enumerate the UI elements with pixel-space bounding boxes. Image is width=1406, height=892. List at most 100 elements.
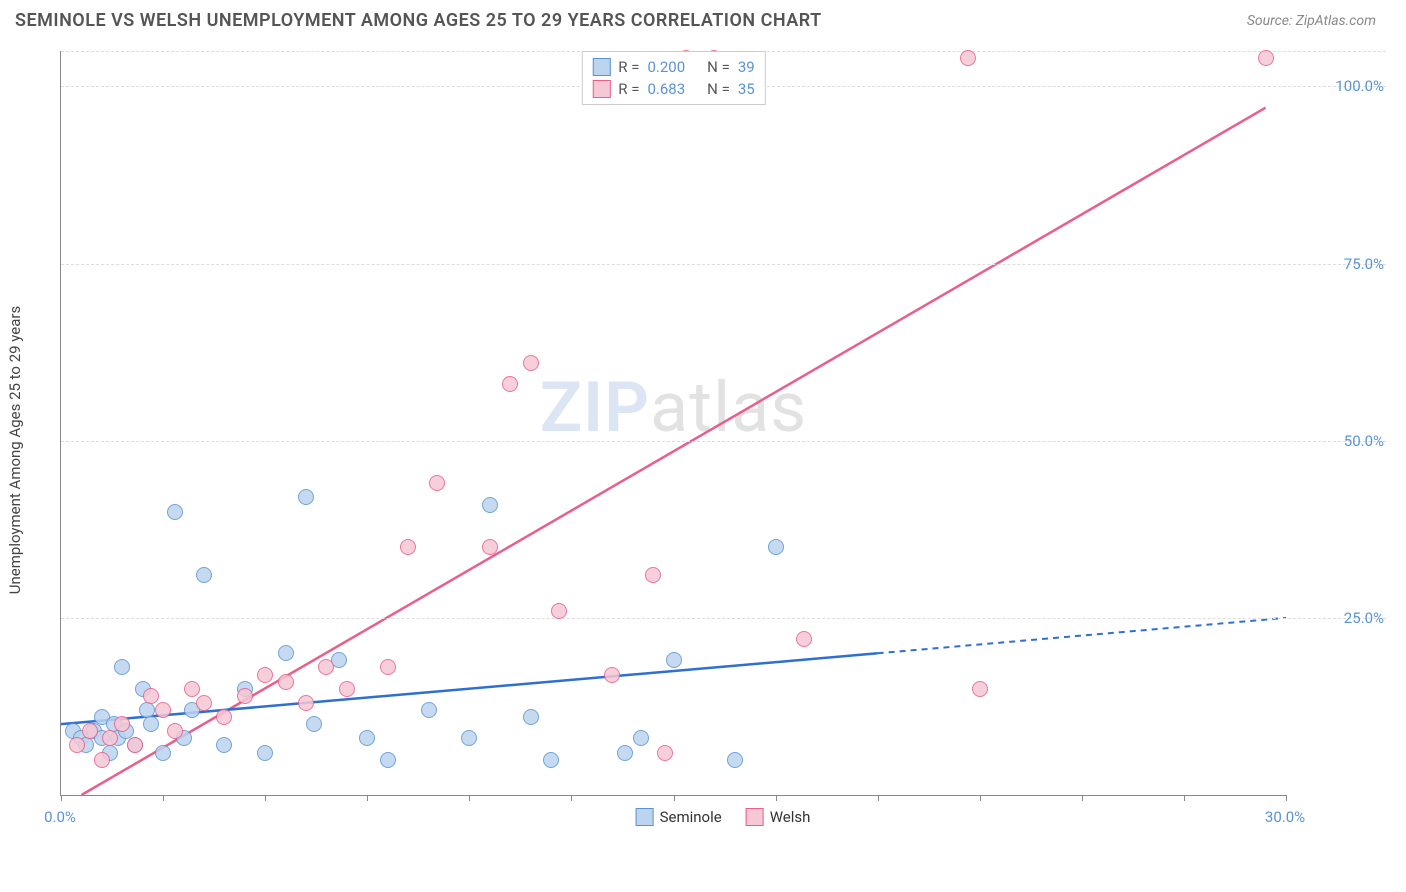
legend-row-welsh: R = 0.683 N = 35 bbox=[592, 78, 754, 100]
watermark: ZIPatlas bbox=[540, 367, 808, 449]
data-point bbox=[551, 603, 567, 619]
data-point bbox=[380, 659, 396, 675]
x-tick bbox=[1082, 795, 1083, 801]
data-point bbox=[216, 709, 232, 725]
data-point bbox=[167, 504, 183, 520]
data-point bbox=[114, 716, 130, 732]
data-point bbox=[127, 737, 143, 753]
data-point bbox=[657, 745, 673, 761]
chart-container: Unemployment Among Ages 25 to 29 years Z… bbox=[50, 36, 1396, 846]
swatch-seminole-bottom bbox=[636, 808, 654, 826]
data-point bbox=[155, 745, 171, 761]
swatch-welsh-bottom bbox=[746, 808, 764, 826]
x-tick bbox=[163, 795, 164, 801]
data-point bbox=[143, 716, 159, 732]
grid-line bbox=[61, 441, 1386, 442]
chart-title: SEMINOLE VS WELSH UNEMPLOYMENT AMONG AGE… bbox=[15, 10, 822, 31]
data-point bbox=[523, 355, 539, 371]
data-point bbox=[645, 567, 661, 583]
x-tick bbox=[878, 795, 879, 801]
data-point bbox=[306, 716, 322, 732]
grid-line bbox=[61, 264, 1386, 265]
data-point bbox=[523, 709, 539, 725]
n-value-welsh: 35 bbox=[738, 80, 755, 98]
data-point bbox=[482, 497, 498, 513]
data-point bbox=[429, 475, 445, 491]
x-tick-label: 0.0% bbox=[44, 808, 76, 826]
data-point bbox=[604, 667, 620, 683]
r-value-welsh: 0.683 bbox=[647, 80, 685, 98]
y-tick-label: 25.0% bbox=[1344, 609, 1384, 627]
watermark-light: atlas bbox=[650, 367, 807, 449]
data-point bbox=[94, 752, 110, 768]
data-point bbox=[359, 730, 375, 746]
data-point bbox=[278, 674, 294, 690]
data-point bbox=[502, 376, 518, 392]
data-point bbox=[298, 489, 314, 505]
data-point bbox=[768, 539, 784, 555]
data-point bbox=[143, 688, 159, 704]
x-tick bbox=[776, 795, 777, 801]
series-legend: Seminole Welsh bbox=[636, 808, 811, 826]
data-point bbox=[257, 667, 273, 683]
data-point bbox=[114, 659, 130, 675]
legend-row-seminole: R = 0.200 N = 39 bbox=[592, 56, 754, 78]
n-value-seminole: 39 bbox=[738, 58, 755, 76]
data-point bbox=[155, 702, 171, 718]
y-tick-label: 100.0% bbox=[1335, 77, 1384, 95]
x-tick bbox=[367, 795, 368, 801]
x-tick bbox=[980, 795, 981, 801]
data-point bbox=[380, 752, 396, 768]
data-point bbox=[237, 688, 253, 704]
watermark-bold: ZIP bbox=[540, 367, 650, 449]
y-tick-label: 75.0% bbox=[1344, 255, 1384, 273]
legend-item-welsh: Welsh bbox=[746, 808, 811, 826]
data-point bbox=[482, 539, 498, 555]
legend-item-seminole: Seminole bbox=[636, 808, 722, 826]
series-name-welsh: Welsh bbox=[770, 808, 811, 826]
x-tick bbox=[469, 795, 470, 801]
data-point bbox=[196, 695, 212, 711]
data-point bbox=[318, 659, 334, 675]
data-point bbox=[960, 50, 976, 66]
x-tick bbox=[571, 795, 572, 801]
data-point bbox=[184, 681, 200, 697]
data-point bbox=[196, 567, 212, 583]
x-tick bbox=[674, 795, 675, 801]
r-value-seminole: 0.200 bbox=[647, 58, 685, 76]
data-point bbox=[216, 737, 232, 753]
data-point bbox=[666, 652, 682, 668]
swatch-welsh bbox=[592, 80, 610, 98]
data-point bbox=[298, 695, 314, 711]
chart-source: Source: ZipAtlas.com bbox=[1247, 13, 1376, 29]
data-point bbox=[421, 702, 437, 718]
label-r: R = bbox=[618, 80, 639, 98]
x-tick bbox=[61, 795, 62, 801]
data-point bbox=[633, 730, 649, 746]
data-point bbox=[167, 723, 183, 739]
correlation-legend: R = 0.200 N = 39 R = 0.683 N = 35 bbox=[581, 51, 765, 105]
data-point bbox=[400, 539, 416, 555]
y-tick-label: 50.0% bbox=[1344, 432, 1384, 450]
data-point bbox=[972, 681, 988, 697]
grid-line bbox=[61, 618, 1386, 619]
swatch-seminole bbox=[592, 58, 610, 76]
data-point bbox=[257, 745, 273, 761]
data-point bbox=[278, 645, 294, 661]
y-axis-label: Unemployment Among Ages 25 to 29 years bbox=[6, 306, 24, 594]
label-n: N = bbox=[707, 80, 730, 98]
data-point bbox=[727, 752, 743, 768]
data-point bbox=[102, 730, 118, 746]
data-point bbox=[543, 752, 559, 768]
label-r: R = bbox=[618, 58, 639, 76]
plot-area: ZIPatlas R = 0.200 N = 39 R = 0.683 N = … bbox=[60, 51, 1286, 796]
x-tick-label: 30.0% bbox=[1265, 808, 1305, 826]
x-tick bbox=[1286, 795, 1287, 801]
data-point bbox=[796, 631, 812, 647]
data-point bbox=[339, 681, 355, 697]
x-tick bbox=[265, 795, 266, 801]
data-point bbox=[1258, 50, 1274, 66]
data-point bbox=[461, 730, 477, 746]
data-point bbox=[69, 737, 85, 753]
label-n: N = bbox=[707, 58, 730, 76]
